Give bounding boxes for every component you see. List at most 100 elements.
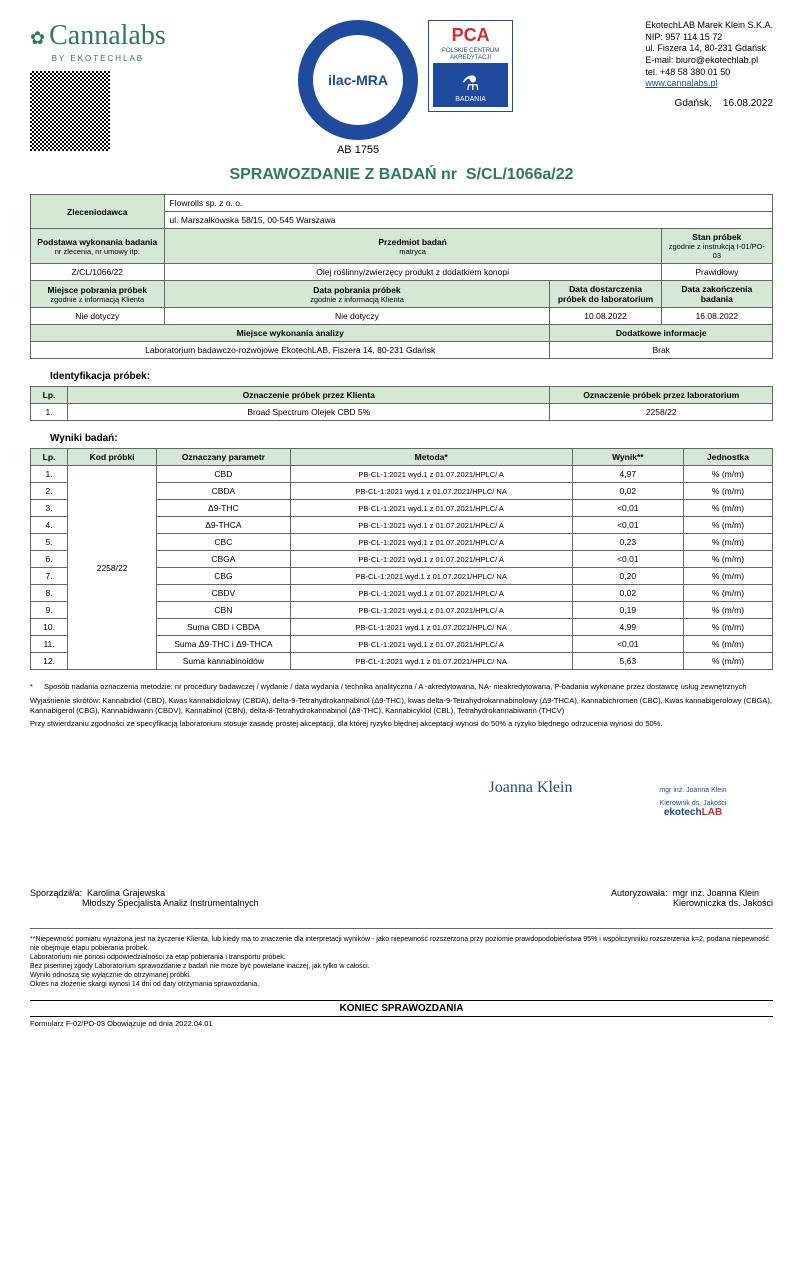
- cell-unit: % (m/m): [683, 517, 772, 534]
- cell-result: 5,63: [572, 653, 683, 670]
- auth-label: Autoryzowała:: [611, 888, 668, 898]
- basis-hdr: Podstawa wykonania badanianr zlecenia, n…: [31, 229, 165, 264]
- cell-lp: 1.: [31, 466, 68, 483]
- ident-lab-hdr: Oznaczenie próbek przez laboratorium: [550, 387, 773, 404]
- company-email: E-mail: biuro@ekotechlab.pl: [645, 55, 773, 67]
- ident-client-hdr: Oznaczenie próbek przez Klienta: [68, 387, 550, 404]
- ident-lab-val: 2258/22: [550, 404, 773, 421]
- company-website-link[interactable]: www.cannalabs.pl: [645, 78, 717, 88]
- cell-unit: % (m/m): [683, 534, 772, 551]
- ab-number: AB 1755: [337, 144, 379, 156]
- cell-lp: 2.: [31, 483, 68, 500]
- subject-hdr-text: Przedmiot badań: [170, 237, 656, 247]
- footnote-2: Wyjaśnienie skrótów: Kannabidiol (CBD), …: [30, 696, 773, 716]
- res-param-hdr: Oznaczany parametr: [157, 449, 291, 466]
- cell-unit: % (m/m): [683, 551, 772, 568]
- pca-badge: PCA POLSKIE CENTRUM AKREDYTACJI ⚗BADANIA: [428, 20, 513, 112]
- left-logos: ✿Cannalabs BY EKOTECHLAB: [30, 20, 166, 151]
- pca-title: PCA: [452, 25, 490, 46]
- disclaimer: **Niepewność pomiaru wyrażona jest na ży…: [30, 928, 773, 990]
- ident-table: Lp. Oznaczenie próbek przez Klienta Ozna…: [30, 386, 773, 421]
- cell-param: CBC: [157, 534, 291, 551]
- pca-badge-text: BADANIA: [455, 96, 486, 103]
- cell-unit: % (m/m): [683, 568, 772, 585]
- cell-sample-code: 2258/22: [68, 466, 157, 670]
- footnote-1: Sposób nadania oznaczenia metodzie: nr p…: [44, 682, 747, 691]
- prepared-block: Sporządził/a: Karolina Grajewska Młodszy…: [30, 888, 259, 908]
- prepared-name: Karolina Grajewska: [87, 888, 165, 898]
- ident-lp: 1.: [31, 404, 68, 421]
- date-coll-val: Nie dotyczy: [164, 308, 550, 325]
- cell-method: PB-CL-1:2021 wyd.1 z 01.07.2021/HPLC/ A: [290, 500, 572, 517]
- cell-lp: 12.: [31, 653, 68, 670]
- cell-param: CBDA: [157, 483, 291, 500]
- results-table: Lp. Kod próbki Oznaczany parametr Metoda…: [30, 448, 773, 670]
- place-val: Nie dotyczy: [31, 308, 165, 325]
- prepared-label: Sporządził/a:: [30, 888, 82, 898]
- cell-lp: 9.: [31, 602, 68, 619]
- ilac-badge: ilac-MRA: [298, 20, 418, 140]
- cell-lp: 8.: [31, 585, 68, 602]
- cell-method: PB-CL-1:2021 wyd.1 z 01.07.2021/HPLC/ A: [290, 585, 572, 602]
- report-date: 16.08.2022: [723, 98, 773, 109]
- cell-lp: 11.: [31, 636, 68, 653]
- ident-title: Identyfikacja próbek:: [30, 371, 773, 382]
- cell-unit: % (m/m): [683, 483, 772, 500]
- extra-hdr: Dodatkowe informacje: [550, 325, 773, 342]
- footnotes: *Sposób nadania oznaczenia metodzie: nr …: [30, 682, 773, 729]
- cell-method: PB-CL-1:2021 wyd.1 z 01.07.2021/HPLC/ A: [290, 551, 572, 568]
- qr-code: [30, 71, 110, 151]
- date-end-hdr: Data zakończenia badania: [661, 281, 772, 308]
- cell-lp: 6.: [31, 551, 68, 568]
- pca-subtitle: POLSKIE CENTRUM AKREDYTACJI: [433, 48, 508, 61]
- leaf-icon: ✿: [30, 28, 45, 48]
- subject-hdr: Przedmiot badańmatryca: [164, 229, 661, 264]
- cell-param: CBN: [157, 602, 291, 619]
- sig-caption1: mgr inż. Joanna Klein: [613, 787, 773, 794]
- cell-unit: % (m/m): [683, 653, 772, 670]
- cell-lp: 10.: [31, 619, 68, 636]
- date-line: Gdańsk, 16.08.2022: [645, 98, 773, 109]
- cell-param: CBDV: [157, 585, 291, 602]
- pca-flask: ⚗BADANIA: [433, 63, 508, 107]
- basis-hdr-text: Podstawa wykonania badania: [36, 237, 159, 247]
- analysis-place-val: Laboratorium badawczo-rozwojowe EkotechL…: [31, 342, 550, 359]
- res-result-hdr: Wynik**: [572, 449, 683, 466]
- ilac-wrap: ilac-MRA AB 1755: [298, 20, 418, 156]
- cell-result: <0,01: [572, 636, 683, 653]
- cell-param: Δ9-THCA: [157, 517, 291, 534]
- place-hdr-text: Miejsce pobrania próbek: [36, 285, 159, 295]
- cell-result: 0,20: [572, 568, 683, 585]
- client-hdr: Zleceniodawca: [31, 195, 165, 229]
- cell-unit: % (m/m): [683, 602, 772, 619]
- brand-name: Cannalabs: [49, 20, 166, 51]
- cell-lp: 7.: [31, 568, 68, 585]
- table-row: 1.2258/22CBDPB-CL-1:2021 wyd.1 z 01.07.2…: [31, 466, 773, 483]
- company-nip: NIP: 957 114 15 72: [645, 32, 773, 44]
- signature-image: Joanna Klein: [450, 779, 610, 797]
- date-coll-hdr: Data pobrania próbekzgodnie z informacją…: [164, 281, 550, 308]
- report-title-label: SPRAWOZDANIE Z BADAŃ nr: [229, 166, 457, 183]
- cannalabs-logo: ✿Cannalabs BY EKOTECHLAB: [30, 20, 166, 63]
- cell-unit: % (m/m): [683, 619, 772, 636]
- date-end-val: 16.08.2022: [661, 308, 772, 325]
- cell-result: 4,99: [572, 619, 683, 636]
- res-unit-hdr: Jednostka: [683, 449, 772, 466]
- company-phone: tel. +48 58 380 01 50: [645, 67, 773, 79]
- report-number: S/CL/1066a/22: [466, 166, 574, 183]
- cell-unit: % (m/m): [683, 500, 772, 517]
- cell-param: CBG: [157, 568, 291, 585]
- cell-method: PB-CL-1:2021 wyd.1 z 01.07.2021/HPLC/ NA: [290, 568, 572, 585]
- header-row: ✿Cannalabs BY EKOTECHLAB ilac-MRA AB 175…: [30, 20, 773, 156]
- report-title: SPRAWOZDANIE Z BADAŃ nr S/CL/1066a/22: [30, 166, 773, 184]
- company-address: ul. Fiszera 14, 80-231 Gdańsk: [645, 43, 773, 55]
- footnote-3: Przy stwierdzaniu zgodności ze specyfika…: [30, 719, 773, 729]
- extra-val: Brak: [550, 342, 773, 359]
- date-deliv-val: 10.08.2022: [550, 308, 661, 325]
- company-info: EkotechLAB Marek Klein S.K.A. NIP: 957 1…: [645, 20, 773, 90]
- cell-param: Suma kannabinoidów: [157, 653, 291, 670]
- ekotech-logo: ekotechLAB: [613, 807, 773, 818]
- cell-result: <0,01: [572, 517, 683, 534]
- state-hdr: Stan próbekzgodnie z instrukcją I-01/PO-…: [661, 229, 772, 264]
- cell-unit: % (m/m): [683, 636, 772, 653]
